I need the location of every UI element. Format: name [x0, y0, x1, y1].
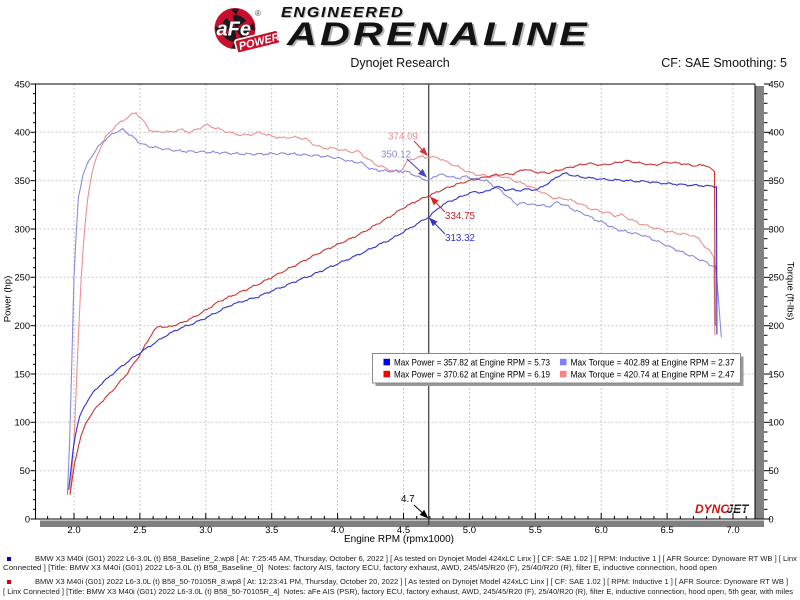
- svg-text:4.5: 4.5: [397, 525, 410, 536]
- svg-text:200: 200: [769, 321, 785, 331]
- svg-text:300: 300: [14, 224, 30, 234]
- svg-text:4.7: 4.7: [401, 494, 415, 505]
- svg-text:aFe: aFe: [217, 19, 251, 41]
- svg-text:5.0: 5.0: [463, 525, 476, 536]
- svg-text:150: 150: [769, 369, 785, 379]
- svg-text:2.0: 2.0: [67, 525, 80, 536]
- svg-text:374.09: 374.09: [388, 132, 418, 143]
- svg-text:313.32: 313.32: [445, 233, 475, 244]
- svg-text:Power (hp): Power (hp): [3, 276, 14, 322]
- svg-text:2.5: 2.5: [133, 525, 146, 536]
- svg-text:400: 400: [769, 128, 785, 138]
- svg-text:Max Torque = 402.89 at Engine: Max Torque = 402.89 at Engine RPM = 2.37: [571, 357, 735, 368]
- svg-text:50: 50: [20, 466, 30, 476]
- svg-text:Max Power = 357.82 at Engine R: Max Power = 357.82 at Engine RPM = 5.73: [394, 357, 550, 368]
- svg-text:450: 450: [14, 79, 30, 89]
- svg-text:Torque (ft-lbs): Torque (ft-lbs): [785, 262, 796, 321]
- svg-text:0: 0: [25, 514, 30, 524]
- svg-text:100: 100: [769, 418, 785, 428]
- svg-text:®: ®: [255, 9, 261, 18]
- svg-text:200: 200: [14, 321, 30, 331]
- svg-text:JET: JET: [727, 502, 751, 516]
- svg-text:334.75: 334.75: [445, 211, 476, 222]
- svg-text:50: 50: [769, 466, 779, 476]
- svg-text:250: 250: [769, 273, 785, 283]
- svg-text:350: 350: [769, 176, 785, 186]
- svg-text:100: 100: [14, 418, 30, 428]
- svg-text:400: 400: [14, 128, 30, 138]
- svg-text:3.5: 3.5: [265, 525, 278, 536]
- svg-text:DYNO: DYNO: [695, 502, 730, 516]
- svg-text:150: 150: [14, 369, 30, 379]
- svg-text:Engine RPM (rpmx1000): Engine RPM (rpmx1000): [344, 534, 454, 545]
- svg-text:3.0: 3.0: [199, 525, 212, 536]
- svg-text:300: 300: [769, 224, 785, 234]
- svg-text:250: 250: [14, 273, 30, 283]
- svg-text:4.0: 4.0: [331, 525, 344, 536]
- svg-text:Max Power = 370.62 at Engine R: Max Power = 370.62 at Engine RPM = 6.19: [394, 369, 550, 380]
- svg-text:450: 450: [769, 79, 785, 89]
- svg-text:5.5: 5.5: [529, 525, 542, 536]
- svg-text:7.0: 7.0: [726, 525, 739, 536]
- svg-text:6.5: 6.5: [660, 525, 673, 536]
- svg-text:Max Torque = 420.74 at Engine: Max Torque = 420.74 at Engine RPM = 2.47: [571, 369, 735, 380]
- svg-text:350: 350: [14, 176, 30, 186]
- svg-text:350.12: 350.12: [381, 150, 411, 161]
- svg-text:6.0: 6.0: [595, 525, 608, 536]
- svg-text:0: 0: [769, 514, 774, 524]
